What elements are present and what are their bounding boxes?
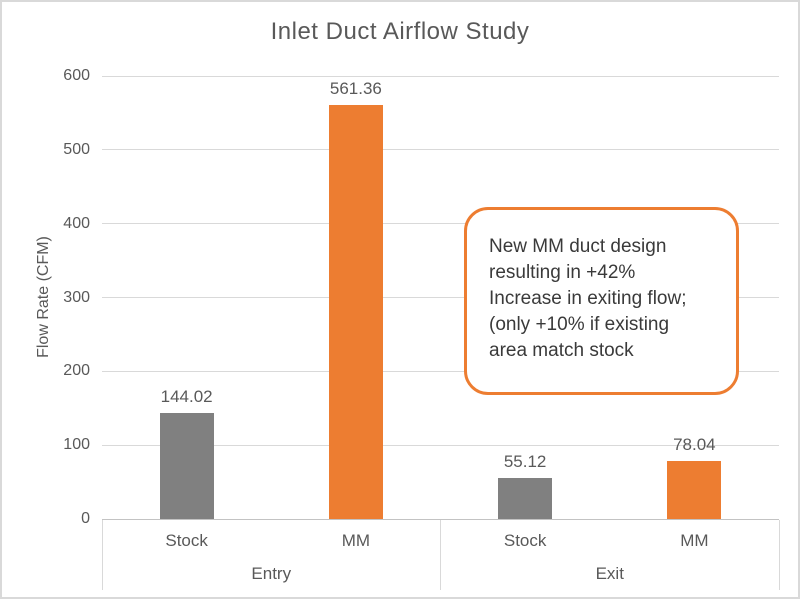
category-label: MM [341, 531, 371, 550]
gridline [102, 444, 779, 446]
x-axis-line [102, 519, 779, 520]
chart-title: Inlet Duct Airflow Study [270, 18, 530, 45]
category-axis-separator [440, 520, 441, 590]
y-tick-label: 0 [81, 510, 90, 527]
y-tick-label: 100 [63, 436, 90, 454]
group-label: Exit [595, 564, 624, 583]
annotation-callout: New MM duct design resulting in +42% Inc… [464, 207, 739, 395]
category-label: Stock [503, 531, 547, 550]
bar-value-label: 78.04 [673, 435, 716, 455]
category-axis-separator [101, 520, 103, 590]
bar-value-label: 55.12 [503, 452, 547, 472]
y-tick-label: 600 [63, 67, 90, 84]
y-tick-label: 200 [63, 362, 90, 380]
bar-stock-entry [159, 412, 214, 519]
gridline [102, 297, 779, 298]
bar-value-label: 144.02 [160, 386, 213, 406]
category-axis-separator [778, 520, 780, 590]
category-label: MM [680, 531, 709, 550]
gridline [102, 223, 779, 225]
bar-mm-exit [667, 461, 722, 519]
gridline [102, 370, 779, 372]
y-tick-label: 500 [63, 140, 90, 158]
y-tick-label: 400 [63, 214, 90, 232]
category-label: Stock [165, 531, 208, 550]
bar-value-label: 561.36 [329, 78, 382, 98]
gridline [102, 75, 779, 77]
group-label: Entry [251, 564, 292, 583]
gridline [102, 149, 779, 151]
bar-stock-exit [498, 478, 553, 519]
bar-mm-entry [328, 104, 383, 519]
y-tick-label: 300 [63, 288, 90, 306]
